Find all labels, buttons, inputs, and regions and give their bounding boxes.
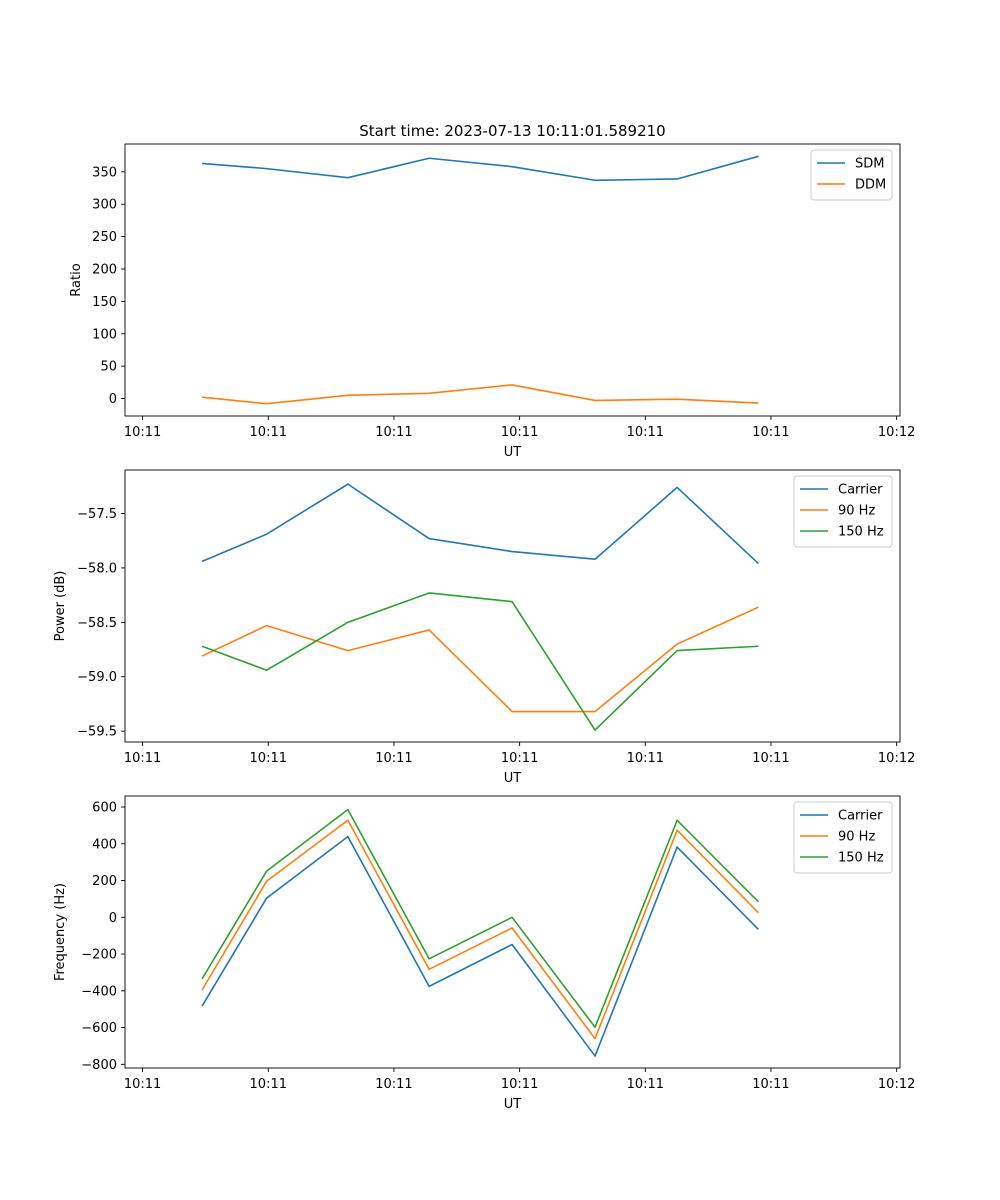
ratio-x-tick-label: 10:11	[375, 425, 412, 440]
power-legend	[793, 475, 893, 548]
frequency-y-tick-label: −400	[81, 984, 117, 999]
frequency-series-carrier-line	[201, 835, 759, 1057]
frequency-series-90-hz-line	[201, 819, 759, 1040]
ratio-y-axis-label: Ratio	[69, 263, 84, 296]
frequency-x-tick-label: 10:11	[124, 1077, 161, 1092]
power-y-tick-label: −59.0	[77, 670, 117, 685]
ratio-y-tick-label: 150	[92, 295, 117, 310]
ratio-legend-label: SDM	[855, 157, 884, 172]
frequency-x-tick-label: 10:11	[627, 1077, 664, 1092]
frequency-series-150-hz-line	[201, 808, 759, 1028]
power-axes-frame	[124, 469, 901, 743]
power-y-tick-label: −59.5	[77, 725, 117, 740]
ratio-series-ddm-line	[202, 384, 759, 405]
power-legend-label: Carrier	[838, 483, 883, 498]
ratio-x-tick-label: 10:11	[124, 425, 161, 440]
ratio-legend-label: DDM	[855, 178, 886, 193]
power-y-tick-label: −58.5	[77, 616, 117, 631]
frequency-legend	[793, 801, 893, 874]
ratio-x-tick-label: 10:11	[250, 425, 287, 440]
power-series-carrier-line	[201, 483, 759, 565]
frequency-panel: 10:11 10:11 10:11 10:11 10:11 10:11 10:12 −800 −…	[53, 795, 915, 1112]
power-x-tick-label: 10:11	[250, 751, 287, 766]
frequency-y-tick-label: 200	[92, 874, 117, 889]
ratio-panel: 10:11 10:11 10:11 10:11 10:11 10:11 10:12 0 50 10…	[69, 122, 915, 460]
frequency-x-tick-label: 10:11	[752, 1077, 789, 1092]
power-x-tick-label: 10:11	[375, 751, 412, 766]
power-legend-label: 90 Hz	[838, 504, 875, 519]
frequency-x-tick-label: 10:11	[375, 1077, 412, 1092]
power-x-tick-label: 10:11	[501, 751, 538, 766]
power-legend-label: 150 Hz	[838, 525, 884, 540]
power-x-tick-label: 10:11	[124, 751, 161, 766]
power-x-tick-label: 10:12	[878, 751, 915, 766]
ratio-series-sdm-line	[202, 155, 759, 182]
power-x-axis-label: UT	[504, 771, 522, 786]
frequency-x-axis-label: UT	[504, 1097, 522, 1112]
ratio-chart-title: Start time: 2023-07-13 10:11:01.589210	[359, 122, 665, 140]
ratio-y-tick-label: 100	[92, 327, 117, 342]
ratio-x-tick-label: 10:11	[501, 425, 538, 440]
frequency-y-axis-label: Frequency (Hz)	[53, 883, 68, 981]
ratio-y-tick-label: 350	[92, 165, 117, 180]
power-x-tick-label: 10:11	[627, 751, 664, 766]
ratio-y-tick-label: 250	[92, 230, 117, 245]
frequency-x-tick-label: 10:12	[878, 1077, 915, 1092]
frequency-legend-label: 150 Hz	[838, 851, 884, 866]
ratio-x-axis-label: UT	[504, 445, 522, 460]
power-series-150-hz-line	[201, 592, 759, 731]
frequency-y-tick-label: 0	[109, 911, 117, 926]
ratio-y-tick-label: 200	[92, 262, 117, 277]
frequency-legend-label: 90 Hz	[838, 830, 875, 845]
ratio-x-tick-label: 10:11	[752, 425, 789, 440]
power-y-tick-label: −57.5	[77, 507, 117, 522]
ratio-y-tick-label: 300	[92, 198, 117, 213]
ratio-y-tick-label: 0	[109, 392, 117, 407]
ratio-axes-frame	[124, 143, 901, 417]
power-y-axis-label: Power (dB)	[53, 571, 68, 642]
frequency-axes-frame	[124, 795, 901, 1069]
ratio-y-tick-label: 50	[100, 360, 117, 375]
frequency-y-tick-label: 600	[92, 801, 117, 816]
power-panel: 10:11 10:11 10:11 10:11 10:11 10:11 10:12 −59.5…	[53, 469, 915, 786]
frequency-y-tick-label: −800	[81, 1058, 117, 1073]
frequency-y-tick-label: −600	[81, 1021, 117, 1036]
power-series-90-hz-line	[201, 606, 759, 713]
frequency-x-tick-label: 10:11	[250, 1077, 287, 1092]
frequency-legend-label: Carrier	[838, 809, 883, 824]
frequency-y-tick-label: −200	[81, 948, 117, 963]
ratio-x-tick-label: 10:11	[627, 425, 664, 440]
frequency-x-tick-label: 10:11	[501, 1077, 538, 1092]
power-y-tick-label: −58.0	[77, 561, 117, 576]
power-x-tick-label: 10:11	[752, 751, 789, 766]
ratio-x-tick-label: 10:12	[878, 425, 915, 440]
frequency-y-tick-label: 400	[92, 837, 117, 852]
